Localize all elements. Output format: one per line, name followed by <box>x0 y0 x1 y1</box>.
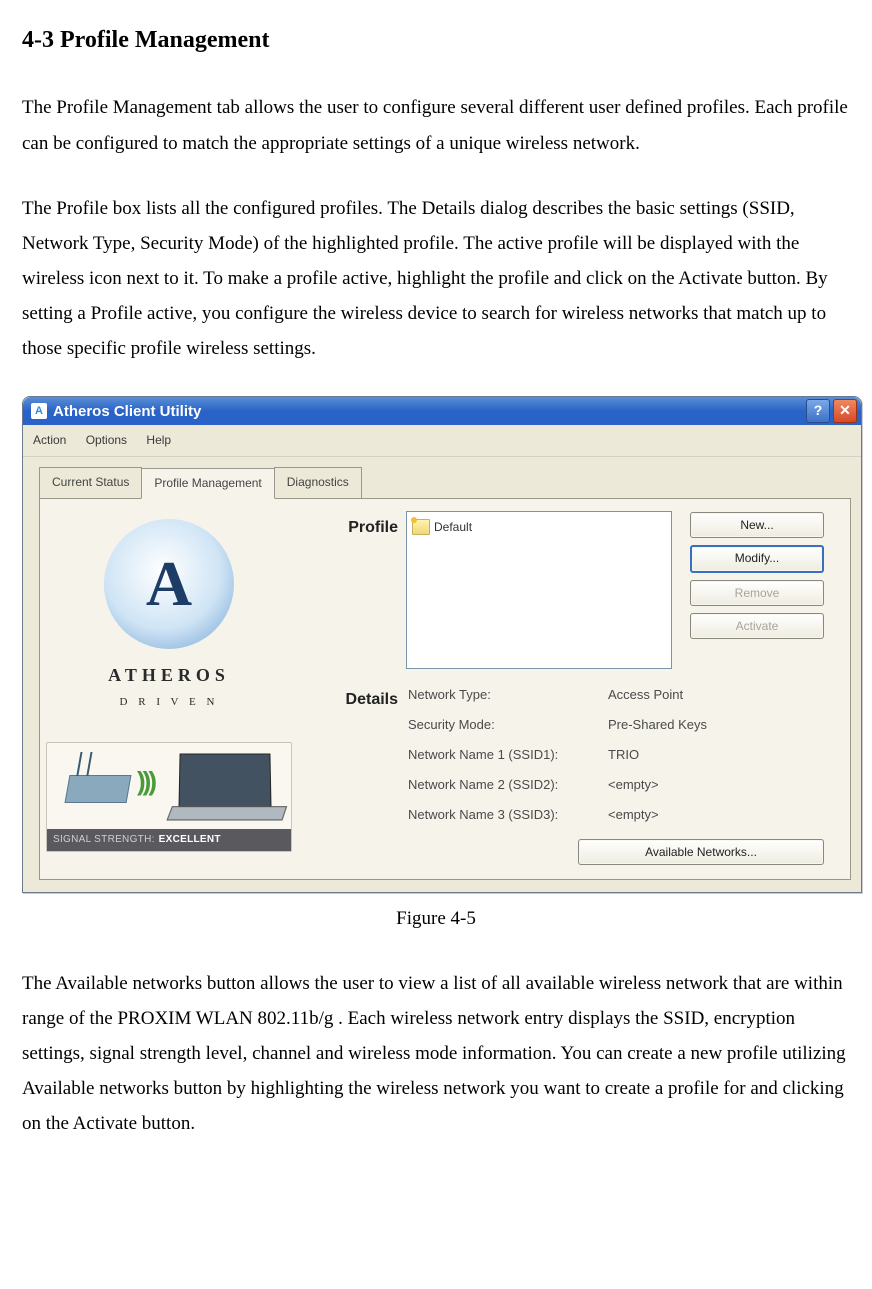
paragraph-1: The Profile Management tab allows the us… <box>22 90 850 160</box>
ssid2-value: <empty> <box>608 773 824 797</box>
paragraph-2: The Profile box lists all the configured… <box>22 191 850 367</box>
signal-strength-value: EXCELLENT <box>159 831 221 850</box>
menu-help[interactable]: Help <box>146 433 171 447</box>
modify-button[interactable]: Modify... <box>690 545 824 573</box>
profile-item-default[interactable]: Default <box>411 515 667 539</box>
logo-text-driven: D R I V E N <box>120 692 219 712</box>
titlebar: A Atheros Client Utility ? ✕ <box>23 397 861 425</box>
signal-waves-icon: ))) <box>137 757 154 805</box>
profile-list[interactable]: Default <box>406 511 672 669</box>
ssid3-value: <empty> <box>608 803 824 827</box>
left-column: A ATHEROS D R I V E N ))) SIGNAL STRENGT… <box>40 499 298 879</box>
details-section-label: Details <box>308 683 406 827</box>
menu-action[interactable]: Action <box>33 433 66 447</box>
profile-icon <box>412 519 430 535</box>
network-type-label: Network Type: <box>408 683 608 707</box>
profile-item-label: Default <box>434 516 472 538</box>
router-icon <box>65 775 132 803</box>
signal-strength-bar: SIGNAL STRENGTH: EXCELLENT <box>47 829 291 851</box>
signal-strength-label: SIGNAL STRENGTH: <box>53 831 155 850</box>
security-mode-value: Pre-Shared Keys <box>608 713 824 737</box>
available-networks-button[interactable]: Available Networks... <box>578 839 824 865</box>
details-grid: Network Type: Access Point Security Mode… <box>406 683 824 827</box>
tab-diagnostics[interactable]: Diagnostics <box>274 467 362 498</box>
help-button[interactable]: ? <box>806 399 830 423</box>
activate-button[interactable]: Activate <box>690 613 824 639</box>
logo-text-atheros: ATHEROS <box>108 659 230 692</box>
ssid1-label: Network Name 1 (SSID1): <box>408 743 608 767</box>
tab-profile-management[interactable]: Profile Management <box>141 468 274 499</box>
tab-area: Current Status Profile Management Diagno… <box>23 457 861 892</box>
figure-caption: Figure 4-5 <box>22 901 850 936</box>
tab-row: Current Status Profile Management Diagno… <box>39 467 851 498</box>
tab-current-status[interactable]: Current Status <box>39 467 142 498</box>
main-column: Profile Default New... Modify... Remove … <box>298 499 838 879</box>
remove-button[interactable]: Remove <box>690 580 824 606</box>
profile-section-label: Profile <box>308 511 406 669</box>
network-type-value: Access Point <box>608 683 824 707</box>
paragraph-3: The Available networks button allows the… <box>22 966 850 1142</box>
ssid1-value: TRIO <box>608 743 824 767</box>
menu-bar: Action Options Help <box>23 425 861 456</box>
section-heading: 4-3 Profile Management <box>22 18 850 62</box>
app-icon: A <box>31 403 47 419</box>
tab-panel: A ATHEROS D R I V E N ))) SIGNAL STRENGT… <box>39 498 851 880</box>
ssid3-label: Network Name 3 (SSID3): <box>408 803 608 827</box>
menu-options[interactable]: Options <box>86 433 127 447</box>
security-mode-label: Security Mode: <box>408 713 608 737</box>
laptop-icon <box>178 754 271 812</box>
app-window: A Atheros Client Utility ? ✕ Action Opti… <box>22 396 862 892</box>
atheros-logo-icon: A <box>104 519 234 649</box>
connection-illustration: ))) SIGNAL STRENGTH: EXCELLENT <box>46 742 292 852</box>
close-button[interactable]: ✕ <box>833 399 857 423</box>
ssid2-label: Network Name 2 (SSID2): <box>408 773 608 797</box>
window-title: Atheros Client Utility <box>53 398 201 426</box>
profile-button-column: New... Modify... Remove Activate <box>690 511 824 669</box>
new-button[interactable]: New... <box>690 512 824 538</box>
